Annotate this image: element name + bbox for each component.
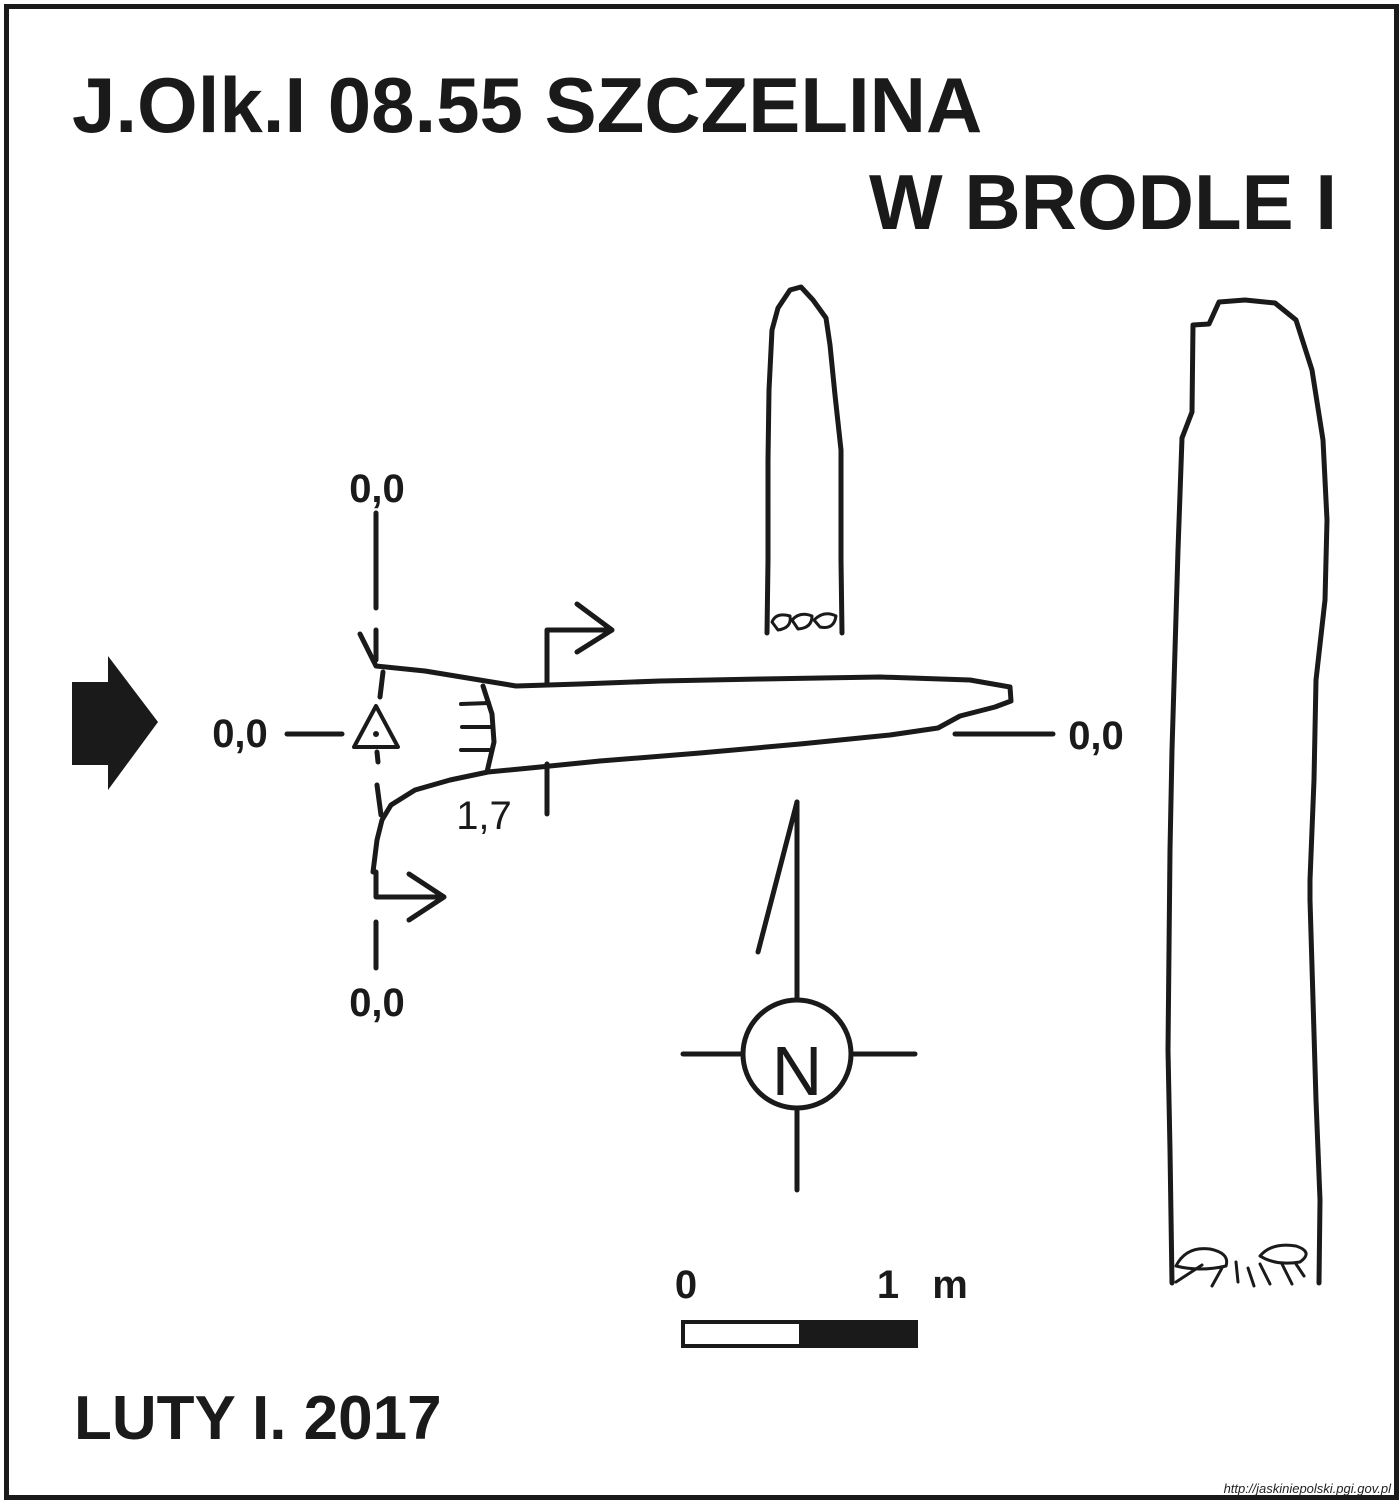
depth-label: 1,7 (456, 794, 512, 838)
cross-section-a-outline (764, 284, 845, 636)
datum-dot-icon (373, 731, 379, 737)
title-line-2: W BRODLE I (869, 158, 1337, 246)
level-label-bottom: 0,0 (349, 981, 405, 1025)
section-arrow-lower (373, 869, 447, 923)
scale-bar-graphic (681, 1320, 918, 1348)
datum-triangle-icon (352, 704, 400, 749)
level-label-left: 0,0 (212, 712, 268, 756)
survey-date: LUTY I. 2017 (74, 1384, 442, 1453)
scale-label-one: 1 (877, 1263, 899, 1307)
step-hachures (459, 701, 495, 752)
scale-label-zero: 0 (675, 1263, 697, 1307)
cave-plan-outline (357, 631, 1014, 875)
cross-section-a-rubble-icon (770, 612, 838, 632)
level-label-right: 0,0 (1068, 714, 1124, 758)
level-label-top: 0,0 (349, 467, 405, 511)
title-line-1: J.Olk.I 08.55 SZCZELINA (72, 61, 983, 149)
entrance-arrow-icon (72, 656, 158, 790)
cross-section-b-rubble-icon (1174, 1243, 1308, 1288)
north-letter: N (772, 1032, 823, 1110)
cross-section-b-outline (1165, 297, 1330, 1286)
scale-label-unit: m (932, 1263, 968, 1307)
section-arrow-upper (544, 601, 615, 817)
section-line-vertical (373, 510, 386, 971)
north-arrow-icon (680, 799, 918, 1193)
source-url: http://jaskiniepolski.pgi.gov.pl (1223, 1481, 1391, 1496)
